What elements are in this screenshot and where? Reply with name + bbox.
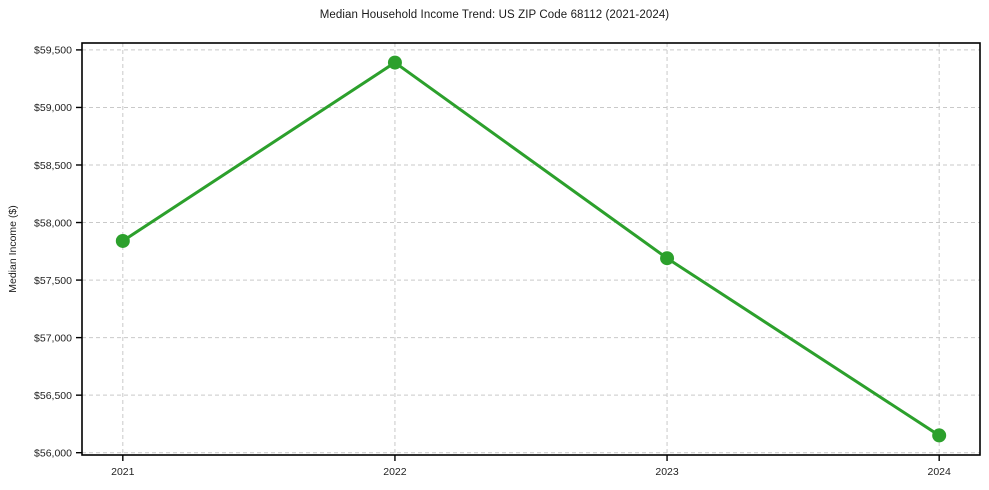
data-point <box>660 251 675 266</box>
y-tick-label: $58,500 <box>34 160 72 172</box>
x-tick-label: 2024 <box>928 466 952 478</box>
y-tick-label: $56,500 <box>34 390 72 402</box>
chart-title: Median Household Income Trend: US ZIP Co… <box>319 9 670 21</box>
y-axis-label: Median Income ($) <box>7 205 19 293</box>
plot-border <box>81 42 981 456</box>
trend-line <box>121 61 941 437</box>
y-tick-label: $57,500 <box>34 275 72 287</box>
data-point <box>387 55 402 70</box>
x-tick-label: 2022 <box>383 466 407 478</box>
x-tick-label: 2023 <box>655 466 679 478</box>
x-tick-label: 2021 <box>111 466 135 478</box>
data-point <box>932 428 947 443</box>
y-tick-label: $56,000 <box>34 447 72 459</box>
y-tick-label: $59,000 <box>34 102 72 114</box>
y-tick-label: $58,000 <box>34 217 72 229</box>
data-point <box>115 233 130 248</box>
y-tick-label: $57,000 <box>34 332 72 344</box>
y-tick-label: $59,500 <box>34 45 72 57</box>
